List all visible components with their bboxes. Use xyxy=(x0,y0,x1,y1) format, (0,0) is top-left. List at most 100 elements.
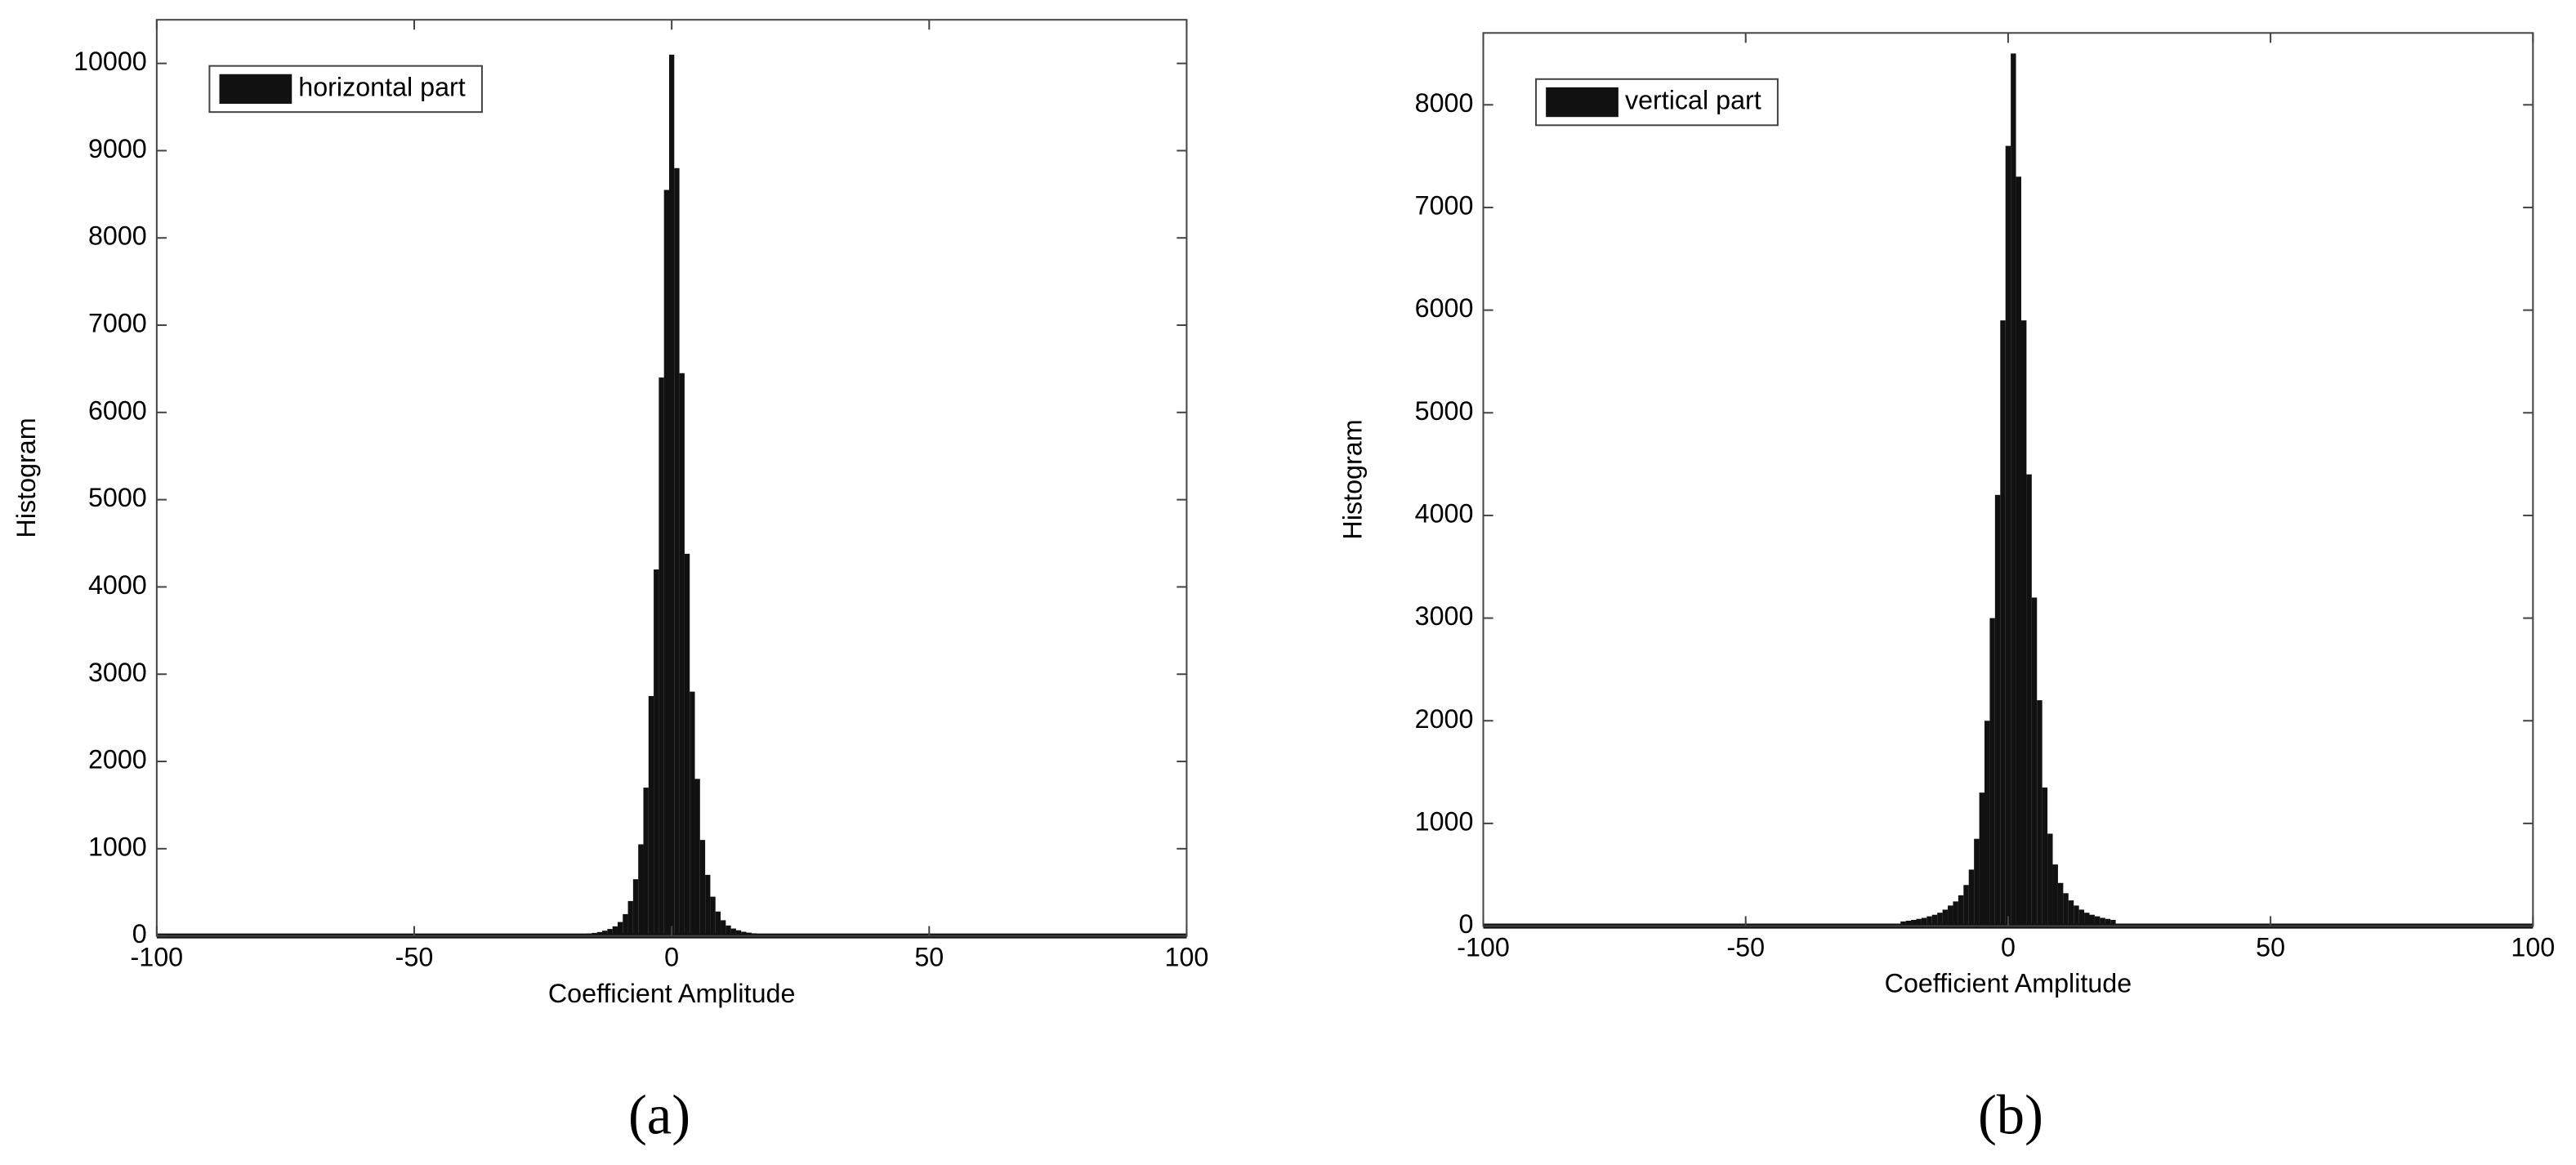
bar xyxy=(2063,893,2069,926)
y-tick-label: 2000 xyxy=(88,745,147,774)
bar xyxy=(2084,913,2090,926)
y-tick-label: 8000 xyxy=(88,221,147,251)
bar xyxy=(694,779,700,936)
bar xyxy=(643,788,649,936)
bar xyxy=(2052,864,2058,926)
x-tick-label: -50 xyxy=(1726,932,1765,962)
x-tick-label: -100 xyxy=(1457,932,1510,962)
bar xyxy=(2000,320,2006,926)
x-axis-label: Coefficient Amplitude xyxy=(548,979,796,1008)
bar xyxy=(1948,905,1953,926)
bar xyxy=(684,553,690,936)
bar xyxy=(735,930,742,936)
y-tick-label: 6000 xyxy=(88,395,147,425)
y-tick-label: 1000 xyxy=(88,832,147,861)
bar xyxy=(654,569,659,936)
y-tick-label: 1000 xyxy=(1415,806,1474,836)
bar xyxy=(1994,494,2001,926)
x-axis-label: Coefficient Amplitude xyxy=(1885,969,2132,998)
bar xyxy=(705,874,711,936)
y-tick-label: 4000 xyxy=(88,570,147,600)
bar xyxy=(2110,919,2116,926)
bar xyxy=(612,926,618,936)
bar xyxy=(2005,145,2011,926)
y-tick-label: 7000 xyxy=(1415,190,1474,220)
bar xyxy=(725,925,731,936)
bar xyxy=(1963,885,1969,926)
bar xyxy=(721,920,726,936)
bar xyxy=(602,931,608,936)
bar xyxy=(638,844,644,936)
bar xyxy=(1979,792,1985,926)
bar xyxy=(2037,700,2042,926)
bar xyxy=(674,167,680,936)
x-tick-label: 0 xyxy=(2001,932,2016,962)
caption: (b) xyxy=(1978,1083,2043,1145)
x-tick-label: 100 xyxy=(1165,942,1209,971)
bar xyxy=(1942,909,1949,926)
bar xyxy=(1911,919,1917,926)
bar xyxy=(2089,914,2095,926)
bar xyxy=(659,377,664,936)
bar xyxy=(2100,917,2105,926)
bar xyxy=(1958,895,1964,926)
bar xyxy=(710,896,716,936)
bar xyxy=(617,922,623,936)
legend-swatch xyxy=(219,74,292,105)
caption: (a) xyxy=(628,1083,690,1145)
y-tick-label: 6000 xyxy=(1415,293,1474,323)
bar xyxy=(627,900,633,936)
bar xyxy=(623,913,628,936)
bar xyxy=(1968,869,1975,926)
y-tick-label: 10000 xyxy=(74,47,147,76)
y-axis-label: Histogram xyxy=(11,417,41,538)
y-tick-label: 5000 xyxy=(1415,396,1474,426)
x-tick-label: -100 xyxy=(131,942,184,971)
legend-box xyxy=(208,65,483,114)
legend-label: vertical part xyxy=(1625,86,1761,115)
bar xyxy=(1931,914,1938,926)
bar xyxy=(1937,913,1943,926)
bar xyxy=(1921,917,1927,926)
bar xyxy=(2074,905,2079,926)
bar xyxy=(2026,474,2032,926)
bar xyxy=(2016,176,2021,926)
x-tick-label: 50 xyxy=(2256,932,2285,962)
legend-swatch xyxy=(1546,87,1618,118)
y-tick-label: 8000 xyxy=(1415,88,1474,118)
bar xyxy=(669,54,675,936)
y-tick-label: 0 xyxy=(132,919,147,949)
bar xyxy=(648,695,654,936)
bar xyxy=(2047,833,2053,926)
bar xyxy=(1953,901,1958,926)
y-tick-label: 2000 xyxy=(1415,704,1474,734)
legend-box xyxy=(1535,78,1779,127)
bar xyxy=(715,911,721,936)
bar xyxy=(1926,916,1932,926)
bar xyxy=(663,190,670,936)
y-tick-label: 3000 xyxy=(1415,601,1474,631)
bar xyxy=(1905,921,1912,926)
bar xyxy=(2105,918,2111,926)
bar xyxy=(607,929,613,936)
bar xyxy=(2031,597,2038,926)
x-tick-label: 50 xyxy=(914,942,944,971)
y-axis-label: Histogram xyxy=(1338,419,1368,539)
bar xyxy=(699,840,706,936)
y-tick-label: 0 xyxy=(1458,909,1473,939)
bar xyxy=(2094,916,2101,926)
bar xyxy=(2057,882,2064,926)
y-tick-label: 7000 xyxy=(88,309,147,338)
bar xyxy=(1916,918,1922,926)
bar xyxy=(2068,900,2074,926)
y-tick-label: 9000 xyxy=(88,134,147,163)
bar xyxy=(2011,53,2016,926)
bar xyxy=(679,373,685,936)
bar xyxy=(632,879,639,936)
bar xyxy=(2042,787,2048,926)
x-tick-label: 100 xyxy=(2511,932,2555,962)
y-tick-label: 5000 xyxy=(88,483,147,512)
bar xyxy=(2020,320,2027,926)
x-tick-label: -50 xyxy=(395,942,434,971)
